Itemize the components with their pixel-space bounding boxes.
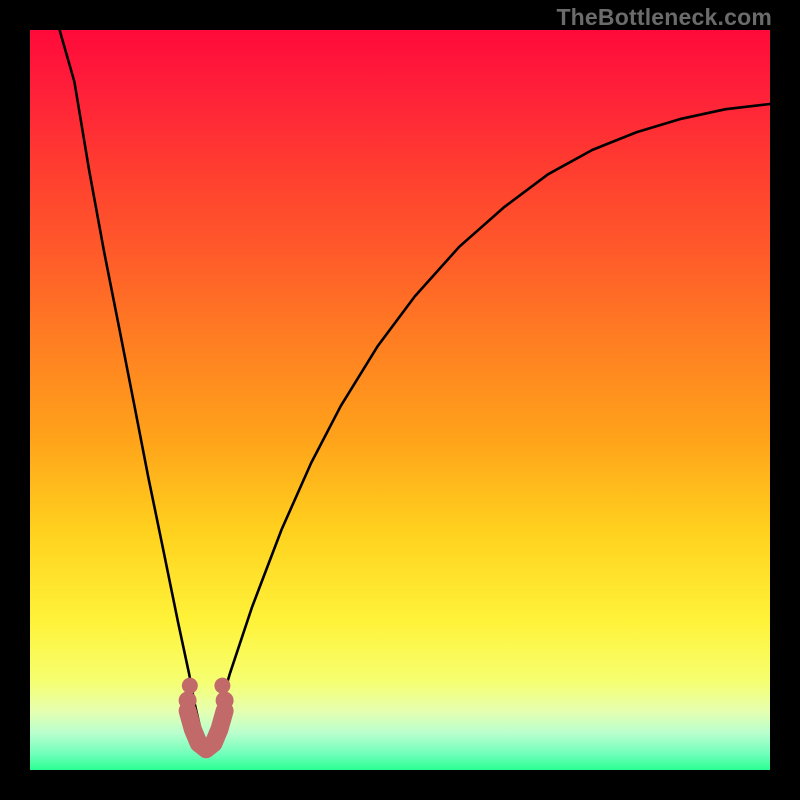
- watermark-text: TheBottleneck.com: [556, 4, 772, 31]
- trough-marker-dot: [182, 678, 198, 694]
- chart-stage: TheBottleneck.com: [0, 0, 800, 800]
- trough-marker-dot: [214, 678, 230, 694]
- trough-marker-dot: [179, 691, 197, 709]
- plot-svg: [30, 30, 770, 770]
- plot-area: [30, 30, 770, 770]
- trough-marker-dot: [216, 691, 234, 709]
- plot-background: [30, 30, 770, 770]
